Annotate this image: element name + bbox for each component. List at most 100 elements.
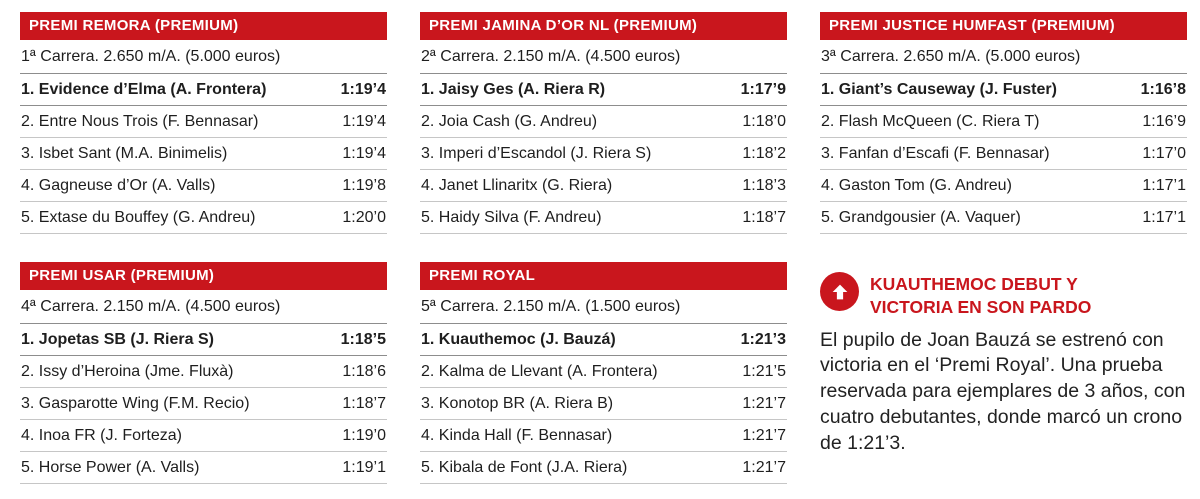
horse-name: 3. Gasparotte Wing (F.M. Recio) xyxy=(21,395,250,412)
race-subtitle: 1ª Carrera. 2.650 m/A. (5.000 euros) xyxy=(20,40,387,74)
race-time: 1:19’4 xyxy=(340,81,386,98)
horse-name: 2. Entre Nous Trois (F. Bennasar) xyxy=(21,113,259,130)
race-time: 1:16’8 xyxy=(1140,81,1186,98)
horse-name: 2. Kalma de Llevant (A. Frontera) xyxy=(421,363,658,380)
result-row-winner: 1. Jaisy Ges (A. Riera R) 1:17’9 xyxy=(420,74,787,106)
race-title: PREMI REMORA (PREMIUM) xyxy=(29,17,239,34)
result-row: 5. Grandgousier (A. Vaquer) 1:17’1 xyxy=(820,202,1187,234)
race-table-usar: PREMI USAR (PREMIUM) 4ª Carrera. 2.150 m… xyxy=(20,262,387,484)
result-row: 2. Issy d’Heroina (Jme. Fluxà) 1:18’6 xyxy=(20,356,387,388)
race-time: 1:19’4 xyxy=(342,145,386,162)
result-row: 5. Horse Power (A. Valls) 1:19’1 xyxy=(20,452,387,484)
race-table-jamina-dor: PREMI JAMINA D’OR NL (PREMIUM) 2ª Carrer… xyxy=(420,12,787,234)
result-row: 2. Flash McQueen (C. Riera T) 1:16’9 xyxy=(820,106,1187,138)
race-subtitle: 5ª Carrera. 2.150 m/A. (1.500 euros) xyxy=(420,290,787,324)
race-time: 1:20’0 xyxy=(342,209,386,226)
highlight-note: KUAUTHEMOC DEBUT Y VICTORIA EN SON PARDO… xyxy=(820,262,1187,484)
horse-name: 5. Grandgousier (A. Vaquer) xyxy=(821,209,1021,226)
horse-name: 3. Fanfan d’Escafi (F. Bennasar) xyxy=(821,145,1050,162)
race-title: PREMI ROYAL xyxy=(429,267,536,284)
result-row: 5. Extase du Bouffey (G. Andreu) 1:20’0 xyxy=(20,202,387,234)
result-row-winner: 1. Jopetas SB (J. Riera S) 1:18’5 xyxy=(20,324,387,356)
race-table-remora: PREMI REMORA (PREMIUM) 1ª Carrera. 2.650… xyxy=(20,12,387,234)
horse-name: 4. Gaston Tom (G. Andreu) xyxy=(821,177,1012,194)
horse-name: 3. Imperi d’Escandol (J. Riera S) xyxy=(421,145,652,162)
note-body: El pupilo de Joan Bauzá se estrenó con v… xyxy=(820,328,1186,455)
horse-name: 5. Kibala de Font (J.A. Riera) xyxy=(421,459,628,476)
results-page: PREMI REMORA (PREMIUM) 1ª Carrera. 2.650… xyxy=(20,12,1187,484)
result-row: 4. Janet Llinaritx (G. Riera) 1:18’3 xyxy=(420,170,787,202)
horse-name: 1. Kuauthemoc (J. Bauzá) xyxy=(421,331,616,348)
result-row-winner: 1. Evidence d’Elma (A. Frontera) 1:19’4 xyxy=(20,74,387,106)
race-time: 1:18’3 xyxy=(742,177,786,194)
race-time: 1:21’7 xyxy=(742,395,786,412)
note-headline: KUAUTHEMOC DEBUT Y VICTORIA EN SON PARDO xyxy=(870,270,1091,319)
race-time: 1:18’5 xyxy=(340,331,386,348)
race-time: 1:18’0 xyxy=(742,113,786,130)
race-time: 1:21’3 xyxy=(740,331,786,348)
race-time: 1:18’2 xyxy=(742,145,786,162)
result-row: 4. Inoa FR (J. Forteza) 1:19’0 xyxy=(20,420,387,452)
result-row: 3. Fanfan d’Escafi (F. Bennasar) 1:17’0 xyxy=(820,138,1187,170)
race-time: 1:18’7 xyxy=(342,395,386,412)
result-row-winner: 1. Giant’s Causeway (J. Fuster) 1:16’8 xyxy=(820,74,1187,106)
race-title: PREMI JUSTICE HUMFAST (PREMIUM) xyxy=(829,17,1115,34)
race-table-royal: PREMI ROYAL 5ª Carrera. 2.150 m/A. (1.50… xyxy=(420,262,787,484)
result-row: 5. Kibala de Font (J.A. Riera) 1:21’7 xyxy=(420,452,787,484)
horse-name: 3. Isbet Sant (M.A. Binimelis) xyxy=(21,145,228,162)
horse-name: 4. Janet Llinaritx (G. Riera) xyxy=(421,177,613,194)
race-time: 1:17’9 xyxy=(740,81,786,98)
race-table-header: PREMI ROYAL xyxy=(420,262,787,290)
race-time: 1:19’8 xyxy=(342,177,386,194)
result-row: 3. Isbet Sant (M.A. Binimelis) 1:19’4 xyxy=(20,138,387,170)
up-arrow-icon xyxy=(820,272,859,311)
race-time: 1:17’1 xyxy=(1142,177,1186,194)
result-row: 4. Gaston Tom (G. Andreu) 1:17’1 xyxy=(820,170,1187,202)
race-time: 1:17’1 xyxy=(1142,209,1186,226)
race-time: 1:19’1 xyxy=(342,459,386,476)
horse-name: 4. Gagneuse d’Or (A. Valls) xyxy=(21,177,216,194)
horse-name: 2. Issy d’Heroina (Jme. Fluxà) xyxy=(21,363,234,380)
result-row: 2. Kalma de Llevant (A. Frontera) 1:21’5 xyxy=(420,356,787,388)
horse-name: 5. Haidy Silva (F. Andreu) xyxy=(421,209,602,226)
result-row: 3. Gasparotte Wing (F.M. Recio) 1:18’7 xyxy=(20,388,387,420)
horse-name: 3. Konotop BR (A. Riera B) xyxy=(421,395,614,412)
horse-name: 1. Jopetas SB (J. Riera S) xyxy=(21,331,214,348)
race-subtitle: 4ª Carrera. 2.150 m/A. (4.500 euros) xyxy=(20,290,387,324)
race-time: 1:19’4 xyxy=(342,113,386,130)
race-subtitle: 3ª Carrera. 2.650 m/A. (5.000 euros) xyxy=(820,40,1187,74)
race-time: 1:21’7 xyxy=(742,427,786,444)
horse-name: 1. Giant’s Causeway (J. Fuster) xyxy=(821,81,1057,98)
result-row: 2. Joia Cash (G. Andreu) 1:18’0 xyxy=(420,106,787,138)
race-table-header: PREMI USAR (PREMIUM) xyxy=(20,262,387,290)
race-subtitle: 2ª Carrera. 2.150 m/A. (4.500 euros) xyxy=(420,40,787,74)
horse-name: 2. Joia Cash (G. Andreu) xyxy=(421,113,598,130)
race-table-header: PREMI JUSTICE HUMFAST (PREMIUM) xyxy=(820,12,1187,40)
horse-name: 4. Kinda Hall (F. Bennasar) xyxy=(421,427,613,444)
race-time: 1:21’7 xyxy=(742,459,786,476)
horse-name: 1. Evidence d’Elma (A. Frontera) xyxy=(21,81,267,98)
result-row: 4. Kinda Hall (F. Bennasar) 1:21’7 xyxy=(420,420,787,452)
note-headline-line2: VICTORIA EN SON PARDO xyxy=(870,296,1092,317)
race-time: 1:18’7 xyxy=(742,209,786,226)
note-header: KUAUTHEMOC DEBUT Y VICTORIA EN SON PARDO xyxy=(820,270,1187,319)
result-row: 3. Konotop BR (A. Riera B) 1:21’7 xyxy=(420,388,787,420)
result-row: 4. Gagneuse d’Or (A. Valls) 1:19’8 xyxy=(20,170,387,202)
horse-name: 4. Inoa FR (J. Forteza) xyxy=(21,427,182,444)
race-table-header: PREMI REMORA (PREMIUM) xyxy=(20,12,387,40)
race-table-justice-humfast: PREMI JUSTICE HUMFAST (PREMIUM) 3ª Carre… xyxy=(820,12,1187,234)
result-row: 5. Haidy Silva (F. Andreu) 1:18’7 xyxy=(420,202,787,234)
race-table-header: PREMI JAMINA D’OR NL (PREMIUM) xyxy=(420,12,787,40)
horse-name: 5. Extase du Bouffey (G. Andreu) xyxy=(21,209,256,226)
race-time: 1:21’5 xyxy=(742,363,786,380)
race-time: 1:17’0 xyxy=(1142,145,1186,162)
horse-name: 1. Jaisy Ges (A. Riera R) xyxy=(421,81,606,98)
race-title: PREMI USAR (PREMIUM) xyxy=(29,267,215,284)
race-time: 1:16’9 xyxy=(1142,113,1186,130)
result-row: 3. Imperi d’Escandol (J. Riera S) 1:18’2 xyxy=(420,138,787,170)
result-row-winner: 1. Kuauthemoc (J. Bauzá) 1:21’3 xyxy=(420,324,787,356)
race-title: PREMI JAMINA D’OR NL (PREMIUM) xyxy=(429,17,698,34)
result-row: 2. Entre Nous Trois (F. Bennasar) 1:19’4 xyxy=(20,106,387,138)
note-headline-line1: KUAUTHEMOC DEBUT Y xyxy=(870,274,1078,294)
horse-name: 5. Horse Power (A. Valls) xyxy=(21,459,200,476)
